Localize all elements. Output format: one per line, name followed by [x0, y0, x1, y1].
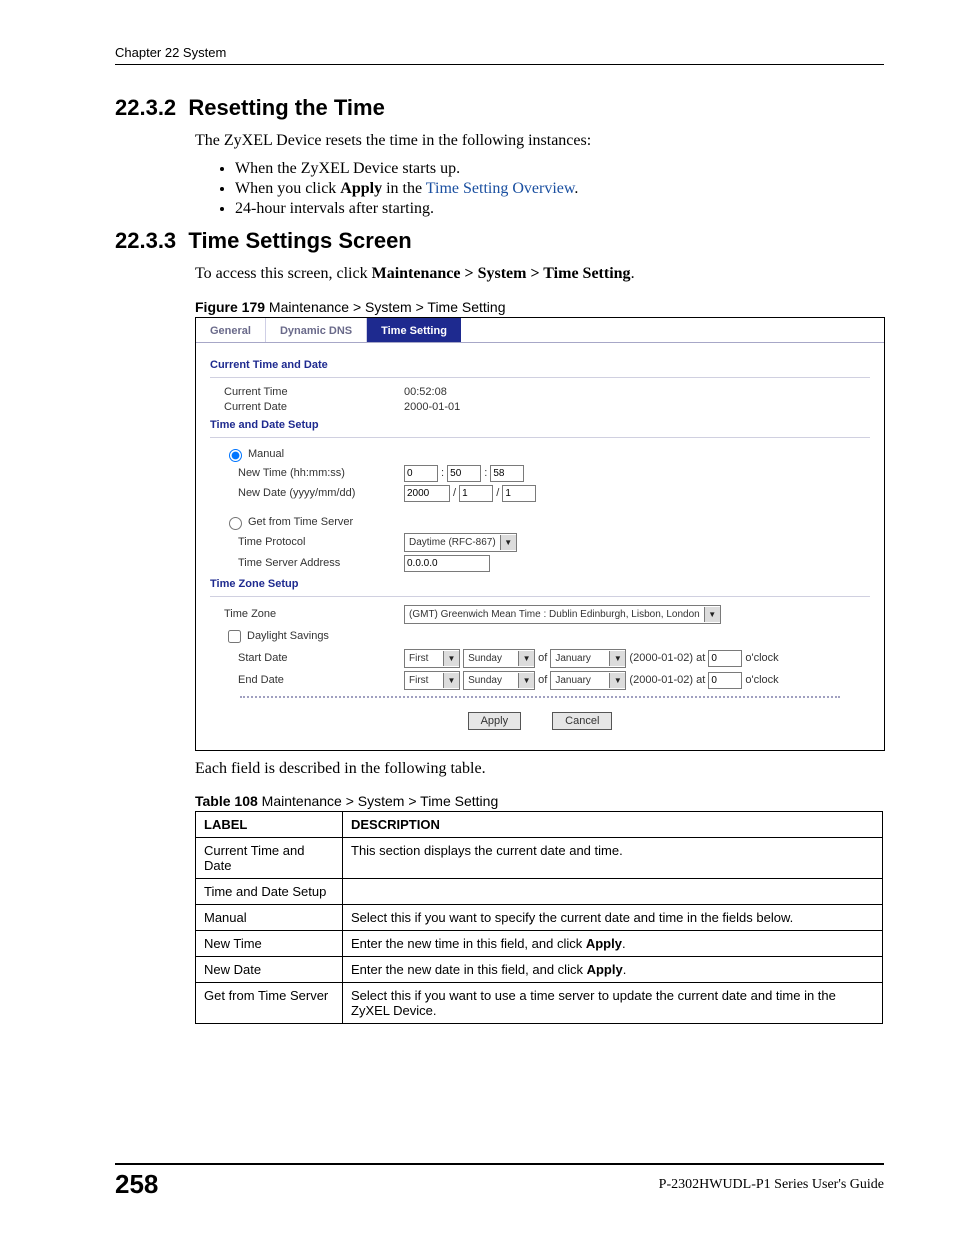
value-current-time: 00:52:08 — [404, 386, 447, 398]
paragraph-intro-1: The ZyXEL Device resets the time in the … — [195, 131, 884, 152]
table-row: New Date Enter the new date in this fiel… — [196, 957, 883, 983]
start-date-computed: (2000-01-02) — [629, 652, 693, 664]
end-date-computed: (2000-01-02) — [629, 674, 693, 686]
chevron-down-icon: ▼ — [518, 673, 534, 688]
bullet-item: 24-hour intervals after starting. — [235, 200, 884, 218]
input-new-date-dd[interactable] — [502, 485, 536, 502]
apply-button[interactable]: Apply — [468, 712, 522, 730]
tab-bar: General Dynamic DNS Time Setting — [196, 318, 884, 343]
section-time-date-setup: Time and Date Setup — [210, 419, 870, 431]
select-end-ordinal[interactable]: First▼ — [404, 671, 460, 690]
td-label: Current Time and Date — [196, 838, 343, 879]
input-end-hour[interactable] — [708, 672, 742, 689]
chevron-down-icon: ▼ — [704, 607, 720, 622]
table-row: Manual Select this if you want to specif… — [196, 905, 883, 931]
page-number: 258 — [115, 1169, 158, 1200]
td-desc: This section displays the current date a… — [343, 838, 883, 879]
table-row: New Time Enter the new time in this fiel… — [196, 931, 883, 957]
label-time-protocol: Time Protocol — [238, 536, 404, 548]
section-time-zone-setup: Time Zone Setup — [210, 578, 870, 590]
td-label: New Date — [196, 957, 343, 983]
select-end-month[interactable]: January▼ — [550, 671, 626, 690]
heading-text: Time Settings Screen — [188, 228, 411, 253]
tab-time-setting[interactable]: Time Setting — [367, 318, 461, 342]
bullet-item: When you click Apply in the Time Setting… — [235, 180, 884, 198]
th-description: DESCRIPTION — [343, 812, 883, 838]
td-desc: Enter the new date in this field, and cl… — [343, 957, 883, 983]
paragraph-after-figure: Each field is described in the following… — [195, 759, 884, 780]
label-manual: Manual — [248, 448, 284, 460]
td-desc: Enter the new time in this field, and cl… — [343, 931, 883, 957]
input-start-hour[interactable] — [708, 650, 742, 667]
screenshot-time-setting: General Dynamic DNS Time Setting Current… — [195, 317, 885, 751]
label-current-time: Current Time — [224, 386, 404, 398]
chevron-down-icon: ▼ — [443, 651, 459, 666]
radio-manual[interactable] — [229, 449, 242, 462]
input-new-date-mm[interactable] — [459, 485, 493, 502]
heading-text: Resetting the Time — [188, 95, 384, 120]
section-current-time-date: Current Time and Date — [210, 359, 870, 371]
select-start-day[interactable]: Sunday▼ — [463, 649, 535, 668]
bullet-item: When the ZyXEL Device starts up. — [235, 160, 884, 178]
table-header-row: LABEL DESCRIPTION — [196, 812, 883, 838]
heading-number: 22.3.2 — [115, 95, 176, 120]
td-desc: Select this if you want to use a time se… — [343, 983, 883, 1024]
label-current-date: Current Date — [224, 401, 404, 413]
td-label: Manual — [196, 905, 343, 931]
input-time-server-address[interactable] — [404, 555, 490, 572]
label-time-server-address: Time Server Address — [238, 557, 404, 569]
table-row: Time and Date Setup — [196, 879, 883, 905]
label-new-time: New Time (hh:mm:ss) — [238, 467, 404, 479]
label-daylight-savings: Daylight Savings — [247, 630, 329, 642]
paragraph-intro-2: To access this screen, click Maintenance… — [195, 264, 884, 285]
bullet-list: When the ZyXEL Device starts up. When yo… — [215, 160, 884, 218]
input-new-time-ss[interactable] — [490, 465, 524, 482]
input-new-date-yyyy[interactable] — [404, 485, 450, 502]
input-new-time-hh[interactable] — [404, 465, 438, 482]
checkbox-daylight-savings[interactable] — [228, 630, 241, 643]
footer-rule — [115, 1163, 884, 1165]
chevron-down-icon: ▼ — [500, 535, 516, 550]
header-rule — [115, 64, 884, 65]
select-time-protocol[interactable]: Daytime (RFC-867) ▼ — [404, 533, 517, 552]
heading-resetting-time: 22.3.2 Resetting the Time — [115, 95, 884, 121]
tab-general[interactable]: General — [196, 318, 266, 342]
cancel-button[interactable]: Cancel — [552, 712, 612, 730]
label-start-date: Start Date — [238, 652, 404, 664]
heading-number: 22.3.3 — [115, 228, 176, 253]
label-get-from-time-server: Get from Time Server — [248, 516, 353, 528]
heading-time-settings-screen: 22.3.3 Time Settings Screen — [115, 228, 884, 254]
table-row: Current Time and Date This section displ… — [196, 838, 883, 879]
chevron-down-icon: ▼ — [609, 673, 625, 688]
figure-caption: Figure 179 Maintenance > System > Time S… — [195, 299, 884, 315]
label-time-zone: Time Zone — [224, 608, 404, 620]
link-time-setting-overview[interactable]: Time Setting Overview — [426, 180, 575, 197]
th-label: LABEL — [196, 812, 343, 838]
dotted-rule — [240, 696, 840, 698]
select-start-month[interactable]: January▼ — [550, 649, 626, 668]
table-caption: Table 108 Maintenance > System > Time Se… — [195, 793, 884, 809]
label-end-date: End Date — [238, 674, 404, 686]
chevron-down-icon: ▼ — [609, 651, 625, 666]
chevron-down-icon: ▼ — [443, 673, 459, 688]
value-current-date: 2000-01-01 — [404, 401, 460, 413]
select-start-ordinal[interactable]: First▼ — [404, 649, 460, 668]
running-header: Chapter 22 System — [115, 45, 884, 60]
td-desc: Select this if you want to specify the c… — [343, 905, 883, 931]
td-label: New Time — [196, 931, 343, 957]
input-new-time-mm[interactable] — [447, 465, 481, 482]
td-label: Time and Date Setup — [196, 879, 343, 905]
td-label: Get from Time Server — [196, 983, 343, 1024]
chevron-down-icon: ▼ — [518, 651, 534, 666]
footer-guide-title: P-2302HWUDL-P1 Series User's Guide — [659, 1177, 884, 1193]
select-time-zone[interactable]: (GMT) Greenwich Mean Time : Dublin Edinb… — [404, 605, 721, 624]
label-new-date: New Date (yyyy/mm/dd) — [238, 487, 404, 499]
tab-dynamic-dns[interactable]: Dynamic DNS — [266, 318, 367, 342]
radio-get-from-time-server[interactable] — [229, 517, 242, 530]
table-row: Get from Time Server Select this if you … — [196, 983, 883, 1024]
td-desc — [343, 879, 883, 905]
description-table: LABEL DESCRIPTION Current Time and Date … — [195, 811, 883, 1024]
select-end-day[interactable]: Sunday▼ — [463, 671, 535, 690]
